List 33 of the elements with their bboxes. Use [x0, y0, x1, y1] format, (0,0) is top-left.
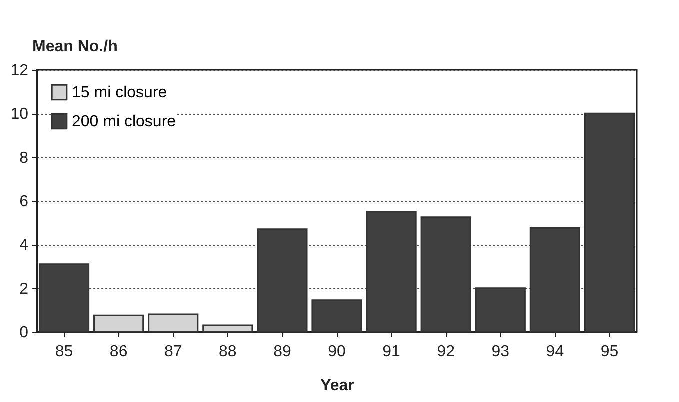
y-tick-label: 12 — [10, 62, 29, 80]
x-tick-label: 88 — [219, 344, 237, 360]
bar — [312, 300, 362, 333]
legend-label: 15 mi closure — [72, 84, 168, 102]
x-axis-title: Year — [320, 378, 354, 394]
x-tick-label: 94 — [546, 344, 564, 360]
x-tick-label: 85 — [55, 344, 74, 360]
x-tick-label: 90 — [328, 344, 346, 360]
y-tick-label: 2 — [20, 280, 29, 298]
x-tick-label: 86 — [110, 344, 128, 360]
x-tick-label: 91 — [382, 344, 401, 360]
legend-label: 200 mi closure — [72, 114, 176, 130]
bar — [257, 228, 308, 333]
x-tick-label: 95 — [600, 344, 619, 360]
y-tick-label: 8 — [20, 150, 29, 167]
x-tick-label: 92 — [437, 344, 456, 360]
bar — [475, 288, 526, 333]
bar — [530, 228, 580, 333]
y-tick-label: 4 — [20, 237, 29, 254]
y-tick-label: 0 — [20, 324, 29, 342]
y-axis-title: Mean No./h — [32, 38, 118, 56]
bar — [202, 324, 254, 333]
x-tick-label: 93 — [492, 344, 510, 360]
y-tick-label: 6 — [20, 194, 29, 210]
bar — [420, 216, 472, 333]
bar — [366, 211, 417, 333]
bar — [584, 112, 636, 333]
bar — [94, 314, 144, 333]
bar — [38, 264, 90, 333]
bar — [148, 314, 199, 333]
x-tick-label: 87 — [164, 344, 182, 360]
x-tick-label: 89 — [274, 344, 292, 360]
y-tick-label: 10 — [10, 106, 29, 124]
